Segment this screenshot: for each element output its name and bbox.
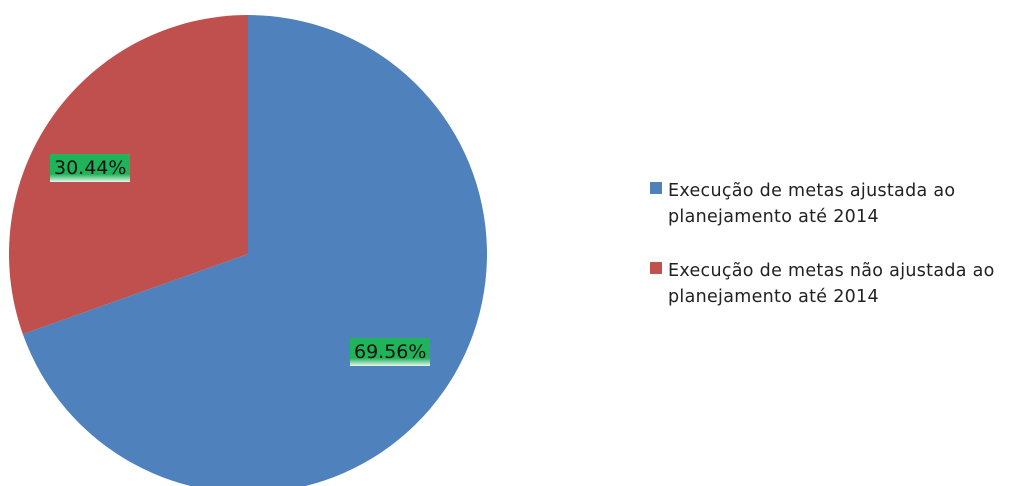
legend-swatch-adjusted — [650, 182, 662, 194]
legend: Execução de metas ajustada ao planejamen… — [650, 178, 1024, 338]
legend-swatch-not-adjusted — [650, 262, 662, 274]
legend-item-not-adjusted: Execução de metas não ajustada ao planej… — [650, 258, 1024, 310]
legend-label-not-adjusted: Execução de metas não ajustada ao planej… — [668, 261, 995, 307]
legend-label-adjusted: Execução de metas ajustada ao planejamen… — [668, 181, 956, 227]
pie-slice-adjusted — [22, 15, 487, 486]
legend-item-adjusted: Execução de metas ajustada ao planejamen… — [650, 178, 1024, 230]
data-label-adjusted: 69.56% — [350, 338, 431, 366]
data-label-not-adjusted: 30.44% — [50, 154, 131, 182]
